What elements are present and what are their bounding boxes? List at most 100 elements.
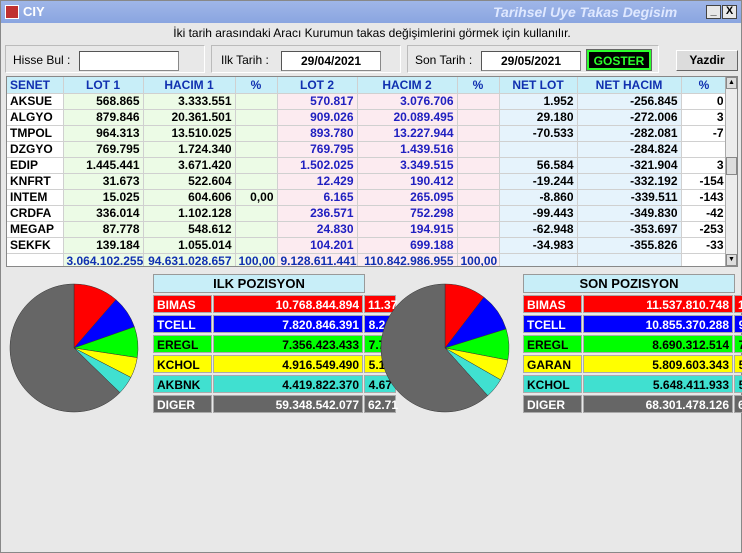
senet-cell: INTEM xyxy=(7,189,64,206)
position-name: BIMAS xyxy=(523,295,582,313)
col-header[interactable]: LOT 2 xyxy=(277,77,358,94)
table-cell xyxy=(235,109,278,126)
table-cell: 3 xyxy=(681,157,728,174)
total-cell xyxy=(7,253,64,266)
table-cell: -349.830 xyxy=(577,205,682,222)
scroll-up-icon[interactable]: ▲ xyxy=(726,77,737,89)
table-cell xyxy=(235,173,278,190)
table-cell: 29.180 xyxy=(499,109,578,126)
position-value: 59.348.542.077 xyxy=(213,395,363,413)
ilk-position-row: AKBNK 4.419.822.370 4.67 xyxy=(153,375,397,394)
position-value: 7.356.423.433 xyxy=(213,335,363,353)
table-row[interactable]: KNFRT 31.673 522.604 12.429 190.412 -19.244 -3… xyxy=(7,173,728,190)
scroll-down-icon[interactable]: ▼ xyxy=(726,254,737,266)
close-button[interactable]: X xyxy=(722,5,737,19)
ilk-tarih-input[interactable]: 29/04/2021 xyxy=(281,51,381,71)
table-cell: -256.845 xyxy=(577,93,682,110)
hisse-bul-input[interactable] xyxy=(79,51,179,71)
table-row[interactable]: AKSUE 568.865 3.333.551 570.817 3.076.706 1.9… xyxy=(7,93,728,110)
table-row[interactable]: SEKFK 139.184 1.055.014 104.201 699.188 -34.9… xyxy=(7,237,728,254)
table-cell: 13.227.944 xyxy=(357,125,458,142)
title-bar[interactable]: CIY Tarihsel Uye Takas Degisim _ X xyxy=(1,1,741,23)
table-cell: -321.904 xyxy=(577,157,682,174)
col-header[interactable]: % xyxy=(457,77,500,94)
son-tarih-label: Son Tarih : xyxy=(415,53,473,67)
table-cell: -353.697 xyxy=(577,221,682,238)
table-cell: 1.724.340 xyxy=(143,141,236,158)
position-value: 5.648.411.933 xyxy=(583,375,733,393)
table-cell: 1.445.441 xyxy=(63,157,144,174)
table-cell xyxy=(235,221,278,238)
col-header[interactable]: % xyxy=(681,77,728,94)
position-name: DIGER xyxy=(153,395,212,413)
senet-cell: DZGYO xyxy=(7,141,64,158)
ilk-tarih-group xyxy=(211,45,401,73)
table-cell: 265.095 xyxy=(357,189,458,206)
table-cell: 1.055.014 xyxy=(143,237,236,254)
total-cell xyxy=(681,253,728,266)
table-cell: -355.826 xyxy=(577,237,682,254)
col-header[interactable]: % xyxy=(235,77,278,94)
table-cell: 104.201 xyxy=(277,237,358,254)
table-row[interactable]: CRDFA 336.014 1.102.128 236.571 752.298 -99.4… xyxy=(7,205,728,222)
table-cell: 0 xyxy=(681,93,728,110)
table-cell: 12.429 xyxy=(277,173,358,190)
col-header[interactable]: SENET xyxy=(7,77,64,94)
table-cell: 236.571 xyxy=(277,205,358,222)
table-cell: -253 xyxy=(681,221,728,238)
col-header[interactable]: NET HACIM xyxy=(577,77,682,94)
yazdir-button[interactable]: Yazdir xyxy=(676,50,738,71)
table-row[interactable]: INTEM 15.025 604.606 0,00 6.165 265.095 -8.860… xyxy=(7,189,728,206)
son-tarih-input[interactable]: 29/05/2021 xyxy=(481,51,581,71)
goster-button[interactable]: GOSTER xyxy=(586,49,652,71)
table-cell: 752.298 xyxy=(357,205,458,222)
ilk-position-row: EREGL 7.356.423.433 7.77 xyxy=(153,335,397,354)
son-pozisyon-title: SON POZISYON xyxy=(523,274,735,293)
table-cell: -143 xyxy=(681,189,728,206)
table-cell xyxy=(235,205,278,222)
table-row[interactable]: ALGYO 879.846 20.361.501 909.026 20.089.495 2… xyxy=(7,109,728,126)
table-cell xyxy=(235,157,278,174)
position-value: 10.768.844.894 xyxy=(213,295,363,313)
table-cell: 1.439.516 xyxy=(357,141,458,158)
senet-cell: MEGAP xyxy=(7,221,64,238)
col-header[interactable]: LOT 1 xyxy=(63,77,144,94)
minimize-button[interactable]: _ xyxy=(706,5,721,19)
senet-cell: SEKFK xyxy=(7,237,64,254)
table-cell: 964.313 xyxy=(63,125,144,142)
table-row[interactable]: MEGAP 87.778 548.612 24.830 194.915 -62.948 -3… xyxy=(7,221,728,238)
total-cell: 3.064.102.255 xyxy=(63,253,144,266)
table-cell: 3 xyxy=(681,109,728,126)
position-value: 7.820.846.391 xyxy=(213,315,363,333)
table-row[interactable]: EDIP 1.445.441 3.671.420 1.502.025 3.349.515… xyxy=(7,157,728,174)
table-cell: 699.188 xyxy=(357,237,458,254)
table-cell: 1.952 xyxy=(499,93,578,110)
table-cell: 194.915 xyxy=(357,221,458,238)
table-cell xyxy=(457,141,500,158)
table-row[interactable]: DZGYO 769.795 1.724.340 769.795 1.439.516 -28… xyxy=(7,141,728,158)
table-cell: 522.604 xyxy=(143,173,236,190)
table-cell: 87.778 xyxy=(63,221,144,238)
position-name: KCHOL xyxy=(523,375,582,393)
data-grid[interactable]: SENET LOT 1 HACIM 1 % LOT 2 HACIM 2 % NE… xyxy=(6,76,738,267)
position-percent: 10.40 xyxy=(734,295,742,313)
table-cell: 568.865 xyxy=(63,93,144,110)
col-header[interactable]: HACIM 1 xyxy=(143,77,236,94)
ilk-pozisyon-pie-chart xyxy=(9,283,139,413)
table-cell: 879.846 xyxy=(63,109,144,126)
table-cell: 548.612 xyxy=(143,221,236,238)
total-cell xyxy=(577,253,682,266)
col-header[interactable]: NET LOT xyxy=(499,77,578,94)
col-header[interactable]: HACIM 2 xyxy=(357,77,458,94)
table-cell: 893.780 xyxy=(277,125,358,142)
table-cell: 769.795 xyxy=(63,141,144,158)
table-row[interactable]: TMPOL 964.313 13.510.025 893.780 13.227.944 -… xyxy=(7,125,728,142)
table-cell xyxy=(681,141,728,158)
vertical-scrollbar[interactable]: ▲ ▼ xyxy=(725,77,737,266)
table-cell: 6.165 xyxy=(277,189,358,206)
totals-row: 3.064.102.255 94.631.028.657 100,00 9.128.6… xyxy=(7,253,728,266)
total-cell: 100,00 xyxy=(457,253,500,266)
scroll-thumb[interactable] xyxy=(726,157,737,175)
